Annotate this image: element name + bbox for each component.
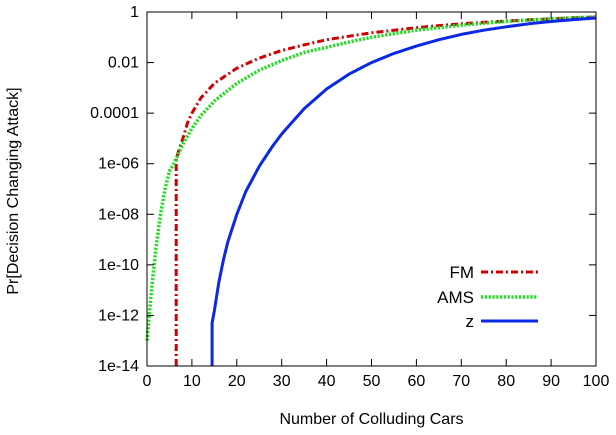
series-line-z: [210, 16, 597, 366]
y-tick-label: 1e-06: [98, 156, 139, 173]
y-tick-label: 0.01: [108, 55, 139, 72]
x-tick-label: 80: [497, 373, 515, 390]
x-tick-label: 0: [143, 373, 152, 390]
x-axis: 0 10 20 30 40 50 60 70 80 90 100: [143, 12, 610, 390]
x-tick-label: 70: [452, 373, 470, 390]
y-tick-label: 1: [130, 4, 139, 21]
x-tick-label: 30: [273, 373, 291, 390]
plot-lines: [145, 15, 597, 366]
legend-label-fm: FM: [449, 263, 474, 282]
legend-label-ams: AMS: [437, 288, 474, 307]
y-tick-label: 1e-14: [98, 358, 139, 375]
series-line-ams: [145, 15, 597, 341]
x-tick-label: 10: [183, 373, 201, 390]
legend-label-z: z: [466, 312, 475, 331]
x-tick-label: 100: [583, 373, 610, 390]
y-tick-label: 1e-08: [98, 206, 139, 223]
y-tick-label: 1e-10: [98, 257, 139, 274]
x-tick-label: 50: [363, 373, 381, 390]
y-tick-label: 0.0001: [90, 105, 139, 122]
x-axis-title: Number of Colluding Cars: [279, 411, 463, 428]
x-tick-label: 40: [318, 373, 336, 390]
x-tick-label: 90: [542, 373, 560, 390]
x-tick-label: 60: [408, 373, 426, 390]
legend: FM AMS z: [437, 263, 538, 331]
x-tick-label: 20: [228, 373, 246, 390]
y-axis-title: Pr[Decision Changing Attack]: [5, 87, 22, 294]
y-axis: 1e-14 1e-12 1e-10 1e-08 1e-06 0.0001 0.01 1: [90, 4, 596, 375]
y-tick-label: 1e-12: [98, 307, 139, 324]
series-line-fm: [174, 15, 597, 366]
